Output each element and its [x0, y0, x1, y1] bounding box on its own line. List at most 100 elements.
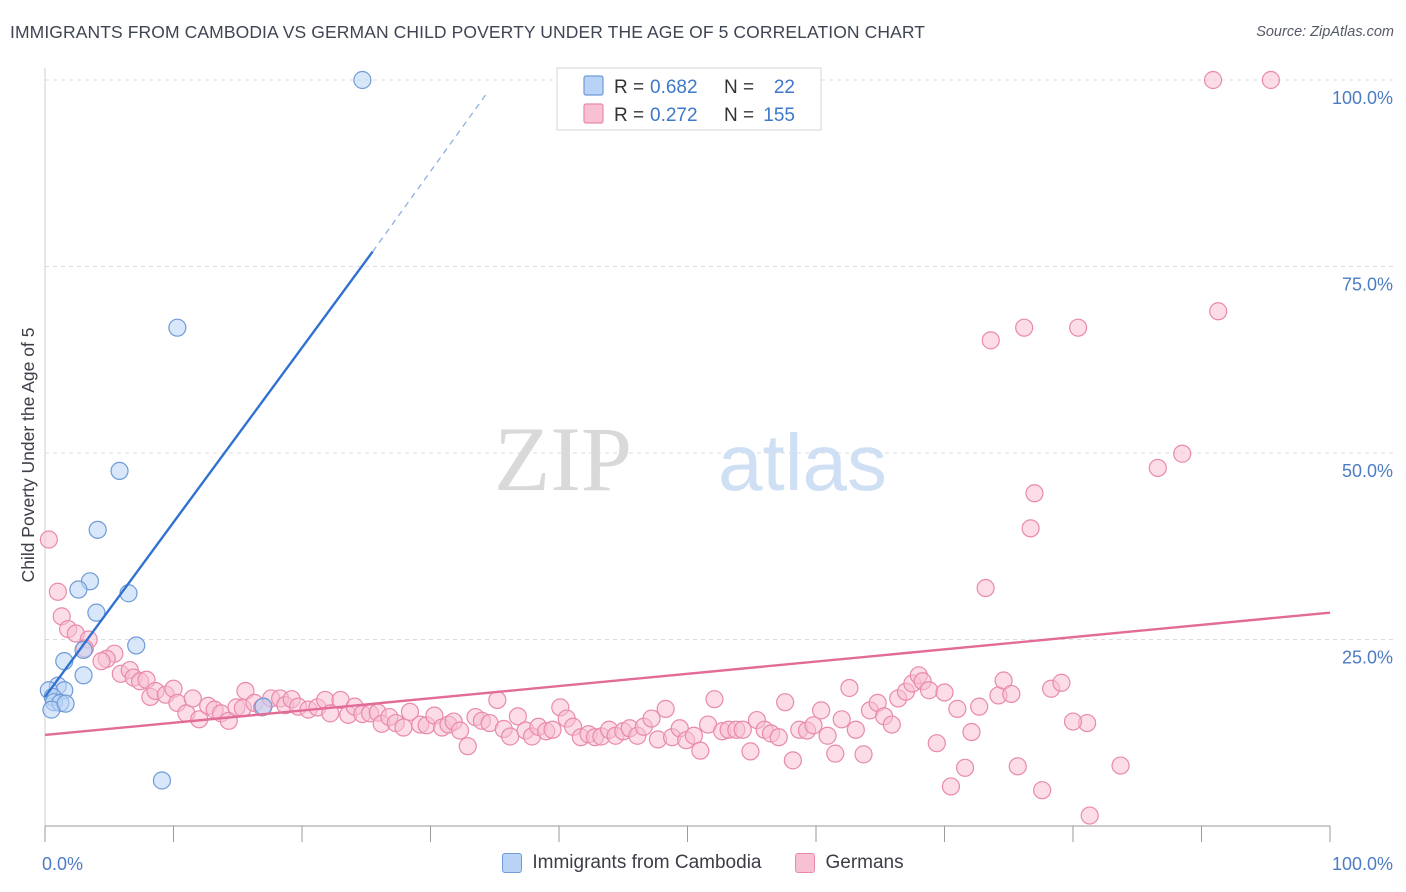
cambodia-point — [168, 318, 187, 337]
y-tick-label: 100.0% — [1332, 88, 1393, 108]
legend-n-label-germans: N = — [724, 105, 754, 126]
germans-point — [1025, 484, 1044, 503]
germans-point — [508, 707, 527, 726]
germans-point — [39, 530, 58, 549]
cambodia-point — [87, 603, 106, 622]
y-axis-label: Child Poverty Under the Age of 5 — [18, 328, 38, 583]
germans-point — [1021, 519, 1040, 538]
legend-swatch-blue — [502, 853, 523, 873]
cambodia-trend-extension — [372, 90, 489, 252]
germans-point — [812, 701, 831, 720]
germans-points — [39, 70, 1280, 825]
legend-swatch-cambodia — [583, 75, 604, 96]
germans-point — [92, 652, 111, 671]
germans-point — [854, 745, 873, 764]
germans-point — [400, 702, 420, 721]
germans-point — [804, 716, 823, 735]
y-tick-label: 50.0% — [1342, 461, 1393, 481]
germans-point — [1008, 757, 1027, 776]
germans-point — [501, 727, 520, 746]
germans-point — [394, 718, 413, 737]
tick-labels: 25.0% 50.0% 75.0% 100.0% 0.0% 100.0% — [42, 88, 1393, 874]
series-legend: Immigrants from Cambodia Germans — [0, 852, 1406, 874]
cambodia-point — [74, 640, 93, 660]
legend-n-value-germans: 155 — [763, 105, 795, 126]
germans-point — [948, 699, 967, 718]
germans-point — [1063, 712, 1083, 731]
germans-point — [1203, 70, 1223, 90]
y-tick-label: 25.0% — [1342, 648, 1393, 668]
cambodia-point — [127, 636, 146, 655]
legend-label-germans: Germans — [825, 852, 904, 873]
watermark-atlas: atlas — [718, 418, 887, 507]
legend-r-label-cambodia: R = — [614, 77, 644, 98]
germans-point — [826, 744, 845, 763]
legend-r-label-germans: R = — [614, 105, 644, 126]
germans-point — [1033, 781, 1052, 800]
germans-point — [976, 578, 995, 598]
germans-point — [691, 741, 710, 760]
trend-lines — [44, 90, 1331, 737]
legend-n-label-cambodia: N = — [724, 77, 754, 98]
cambodia-points — [39, 70, 372, 790]
germans-point — [1173, 444, 1192, 463]
germans-point — [1080, 806, 1099, 825]
watermark-zip: ZIP — [494, 408, 632, 510]
germans-point — [994, 671, 1013, 690]
germans-point — [656, 699, 675, 718]
germans-point — [927, 734, 946, 753]
legend-item-cambodia: Immigrants from Cambodia — [502, 852, 761, 874]
x-tick-label-max: 100.0% — [1332, 854, 1393, 874]
source-credit: Source: ZipAtlas.com — [1256, 24, 1394, 40]
germans-point — [840, 678, 859, 698]
germans-point — [818, 726, 837, 745]
germans-point — [882, 715, 901, 734]
germans-point — [962, 722, 981, 742]
germans-point — [1002, 684, 1021, 704]
legend-n-value-cambodia: 22 — [774, 77, 795, 98]
germans-point — [776, 693, 795, 712]
cambodia-point — [110, 461, 129, 481]
cambodia-point — [152, 771, 172, 790]
germans-point — [458, 737, 477, 756]
germans-point — [1111, 756, 1130, 775]
germans-point — [642, 709, 661, 728]
cambodia-trend-line — [44, 250, 374, 698]
legend-swatch-germans — [583, 103, 604, 124]
grid-lines — [45, 79, 1394, 640]
legend-label-cambodia: Immigrants from Cambodia — [532, 852, 762, 873]
germans-point — [1015, 318, 1034, 337]
germans-point — [919, 681, 939, 700]
germans-point — [941, 777, 961, 796]
germans-point — [1052, 673, 1071, 692]
germans-point — [955, 758, 975, 777]
germans-point — [832, 710, 851, 729]
legend-item-germans: Germans — [795, 852, 904, 874]
cambodia-point — [74, 666, 93, 685]
germans-point — [48, 582, 67, 601]
legend-r-value-germans: 0.272 — [650, 105, 698, 126]
cambodia-point — [69, 580, 88, 599]
germans-point — [1148, 458, 1167, 478]
y-tick-label: 75.0% — [1342, 275, 1393, 295]
watermark: ZIP atlas — [494, 408, 887, 510]
germans-point — [783, 751, 802, 770]
germans-point — [935, 683, 954, 702]
germans-point — [488, 690, 507, 710]
germans-point — [705, 690, 724, 709]
germans-point — [741, 742, 760, 761]
germans-point — [1209, 302, 1228, 321]
correlation-legend: R = 0.682 N = 22 R = 0.272 N = 155 — [556, 67, 822, 131]
x-tick-label-min: 0.0% — [42, 854, 83, 874]
legend-swatch-pink — [795, 853, 816, 873]
chart-title: IMMIGRANTS FROM CAMBODIA VS GERMAN CHILD… — [10, 22, 926, 42]
cambodia-point — [353, 70, 372, 90]
germans-point — [450, 721, 470, 740]
germans-point — [733, 720, 752, 739]
germans-point — [970, 697, 989, 716]
germans-point — [543, 720, 562, 739]
germans-trend-line — [44, 611, 1331, 737]
germans-point — [769, 728, 788, 747]
germans-point — [981, 331, 1000, 350]
